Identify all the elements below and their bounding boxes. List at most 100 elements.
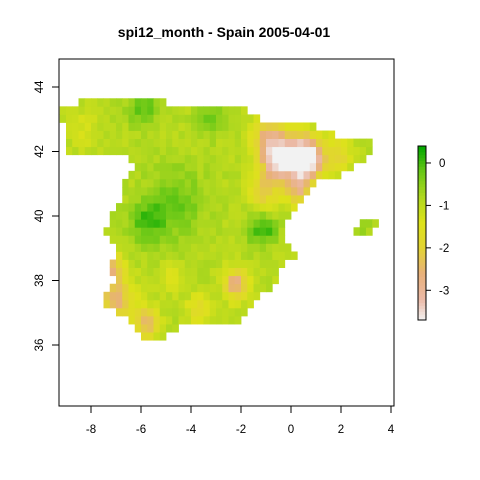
colorbar-step (418, 267, 426, 272)
raster-cell (259, 219, 267, 228)
raster-cell (159, 251, 167, 260)
raster-cell (116, 122, 123, 131)
raster-cell (128, 203, 136, 212)
raster-cell (259, 170, 267, 180)
raster-cell (159, 267, 167, 277)
raster-cell (309, 130, 317, 139)
raster-cell (91, 106, 98, 115)
raster-cell (222, 307, 229, 317)
raster-cell (84, 146, 92, 156)
raster-cell (322, 138, 329, 148)
raster-cell (166, 259, 173, 268)
raster-cell (284, 130, 292, 139)
colorbar-step (418, 154, 426, 159)
raster-cell (178, 235, 186, 244)
colorbar-step (418, 305, 426, 309)
raster-cell (191, 307, 198, 317)
raster-cell (184, 186, 192, 196)
raster-cell (241, 138, 248, 148)
raster-cell (247, 227, 254, 236)
raster-cell (141, 259, 148, 268)
raster-cell (228, 146, 236, 156)
raster-cell (272, 186, 279, 196)
raster-cell (266, 283, 273, 293)
raster-cell (234, 235, 242, 244)
raster-cell (216, 243, 223, 252)
raster-cell (159, 332, 167, 341)
raster-cell (178, 106, 186, 115)
raster-cell (159, 299, 167, 309)
raster-cell (172, 219, 179, 228)
raster-cell (253, 211, 261, 220)
raster-cell (222, 154, 229, 164)
raster-cell (141, 315, 148, 325)
raster-cell (134, 251, 142, 260)
raster-cell (172, 275, 179, 285)
raster-cell (97, 98, 104, 107)
raster-cell (147, 154, 154, 164)
raster-cell (109, 299, 117, 309)
raster-cell (241, 211, 248, 220)
raster-cell (128, 211, 136, 220)
raster-cell (284, 203, 292, 212)
colorbar-step (418, 180, 426, 185)
raster-cell (103, 291, 111, 301)
raster-cell (191, 275, 198, 285)
raster-cell (341, 138, 348, 148)
raster-cell (109, 122, 117, 131)
raster-cell (147, 299, 154, 309)
raster-cell (134, 178, 142, 188)
raster-cell (203, 259, 211, 268)
raster-cell (122, 186, 129, 196)
raster-cell (159, 98, 167, 107)
raster-cell (116, 275, 123, 285)
raster-cell (141, 235, 148, 244)
raster-cell (84, 106, 92, 115)
raster-cell (228, 130, 236, 139)
raster-cell (116, 114, 123, 123)
colorbar-step (418, 247, 426, 251)
raster-cell (134, 235, 142, 244)
raster-cell (122, 203, 129, 212)
raster-cell (216, 178, 223, 188)
colorbar-step (418, 163, 426, 167)
raster-cell (134, 211, 142, 220)
raster-cell (178, 211, 186, 220)
y-tick-label: 42 (34, 145, 46, 158)
raster-cell (216, 114, 223, 123)
raster-cell (328, 130, 336, 139)
x-tick-label: -4 (186, 424, 197, 436)
raster-cell (116, 259, 123, 268)
raster-cell (122, 267, 129, 277)
raster-cell (147, 162, 154, 172)
colorbar-step (418, 195, 426, 199)
raster-cell (103, 138, 111, 148)
raster-cell (259, 162, 267, 172)
raster-cell (141, 98, 148, 107)
raster-cell (66, 114, 73, 123)
colorbar-step (418, 291, 426, 295)
raster-cell (234, 291, 242, 301)
raster-cell (109, 138, 117, 148)
raster-cell (228, 259, 236, 268)
raster-cell (278, 219, 286, 228)
raster-cell (109, 227, 117, 236)
colorbar-step (418, 314, 426, 318)
raster-cell (209, 283, 217, 293)
raster-cell (97, 106, 104, 115)
raster-cell (122, 195, 129, 204)
raster-cell (159, 170, 167, 180)
raster-cell (234, 283, 242, 293)
raster-cell (278, 178, 286, 188)
raster-cell (147, 146, 154, 156)
raster-cell (134, 130, 142, 139)
raster-cell (259, 283, 267, 293)
raster-cell (128, 243, 136, 252)
raster-cell (216, 235, 223, 244)
raster-cell (197, 243, 204, 252)
raster-cell (59, 114, 67, 123)
colorbar-step (418, 146, 426, 150)
raster-cell (172, 211, 179, 220)
raster-cell (209, 251, 217, 260)
raster-cell (166, 275, 173, 285)
